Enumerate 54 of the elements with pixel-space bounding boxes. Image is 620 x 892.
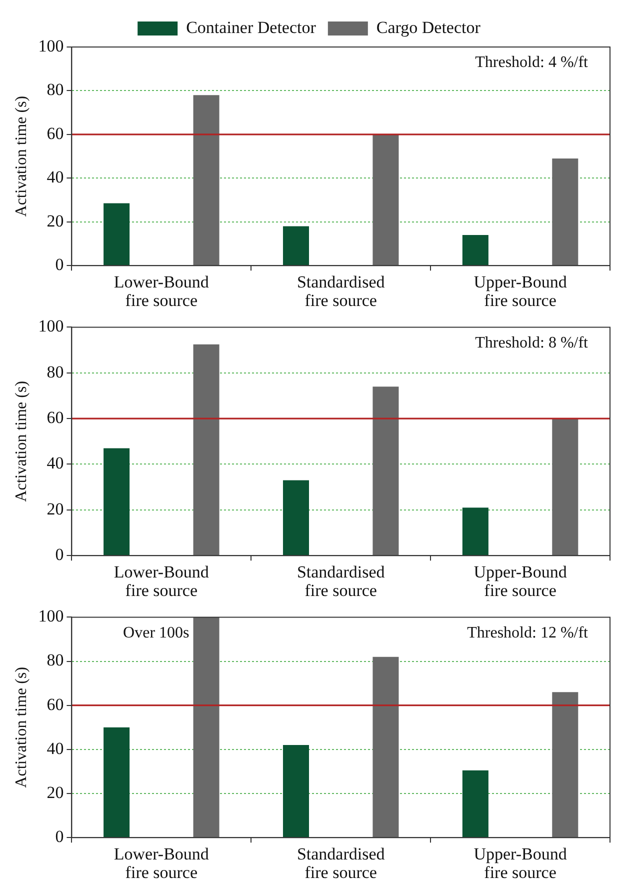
x-tick-label: Lower-Bound fire source [114,272,210,310]
y-axis-title: Activation time (s) [12,96,30,217]
annotation: Over 100s [123,624,190,642]
y-tick-label: 0 [55,255,64,274]
y-tick-label: 20 [46,782,64,802]
y-tick-label: 100 [38,606,64,626]
y-tick-label: 80 [46,362,64,382]
bar [193,617,220,838]
y-tick-label: 80 [46,80,64,100]
bar [282,226,309,266]
bar [193,95,220,266]
bar [282,745,309,838]
bar [462,234,488,266]
bar [282,480,309,556]
y-tick-label: 20 [46,211,64,230]
bar [193,344,220,556]
y-tick-label: 40 [46,454,64,473]
y-tick-label: 20 [46,499,64,518]
x-tick-label: Upper-Bound fire source [474,562,568,600]
bar [552,158,578,266]
bar [372,134,399,266]
annotation: Threshold: 8 %/ft [475,334,589,352]
legend-label: Cargo Detector [376,18,481,37]
y-tick-label: 40 [46,168,64,187]
bar [372,656,399,838]
y-tick-label: 40 [46,738,64,758]
y-tick-label: 80 [46,650,64,670]
bar [104,203,130,266]
y-tick-label: 100 [38,316,64,336]
y-tick-label: 60 [46,408,64,428]
x-tick-label: Upper-Bound fire source [474,844,568,882]
y-tick-label: 0 [55,827,64,846]
y-axis-title: Activation time (s) [12,666,30,788]
bar [372,386,399,556]
bar [104,727,130,838]
annotation: Threshold: 12 %/ft [467,624,589,642]
y-tick-label: 100 [38,36,64,56]
x-tick-label: Lower-Bound fire source [114,844,210,882]
x-tick-label: Standardised fire source [296,844,386,882]
x-tick-label: Standardised fire source [296,272,386,310]
y-tick-label: 60 [46,124,64,143]
y-tick-label: 60 [46,694,64,714]
x-tick-label: Lower-Bound fire source [114,562,210,600]
y-axis-title: Activation time (s) [12,380,30,502]
annotation: Threshold: 4 %/ft [475,54,589,72]
x-tick-label: Upper-Bound fire source [474,272,568,310]
bar [104,448,130,556]
bar [552,418,578,556]
bar [552,692,578,838]
bar [462,770,488,838]
bar [462,508,488,556]
y-tick-label: 0 [55,545,64,564]
x-tick-label: Standardised fire source [296,562,386,600]
legend-label: Container Detector [186,18,316,37]
